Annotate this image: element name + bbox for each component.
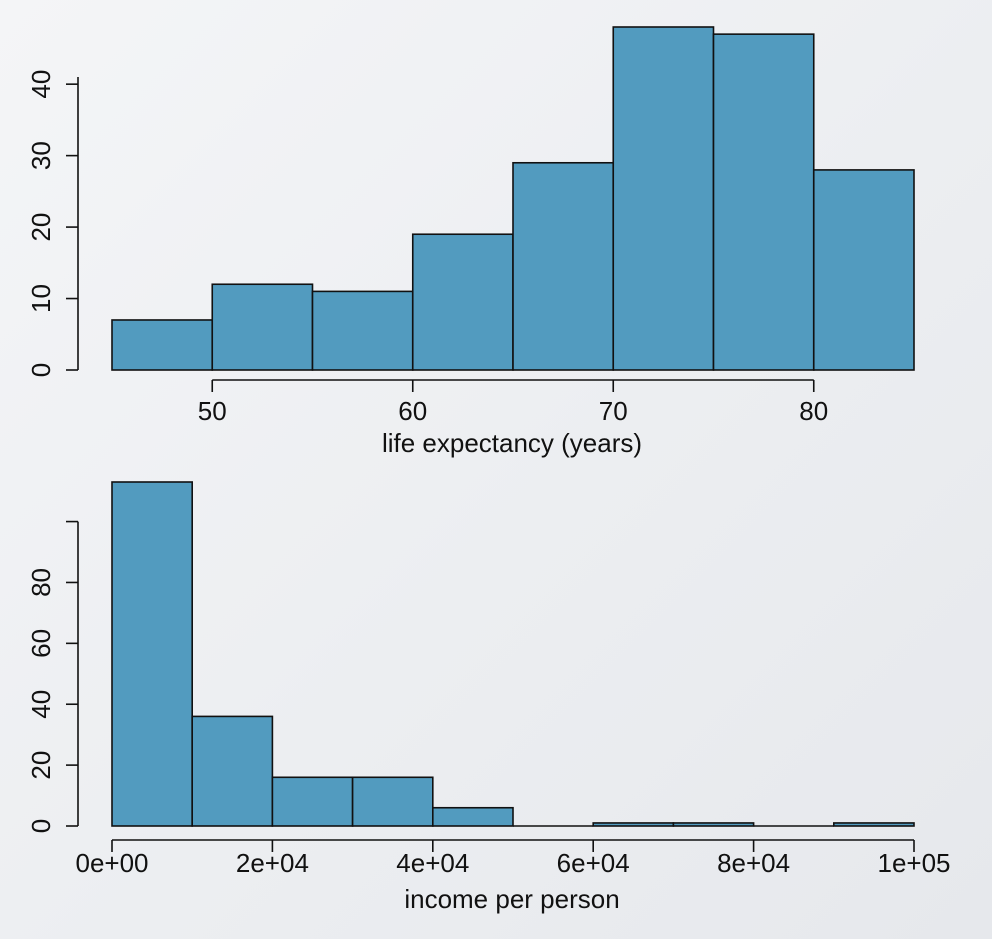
y-tick-label: 20	[26, 751, 56, 780]
histogram-panel-1: 50 60 70 80 life expectancy (years) 0 10 20 30 40	[26, 26, 915, 458]
x-tick-label: 80	[799, 396, 828, 426]
histogram-bar	[351, 776, 434, 827]
x-axis-title: life expectancy (years)	[382, 428, 642, 458]
x-axis: 0e+00 2e+04 4e+04 6e+04 8e+04 1e+05	[75, 839, 951, 878]
y-tick-label: 30	[26, 141, 56, 170]
y-tick-label: 0	[26, 819, 56, 833]
histogram-bar	[612, 26, 715, 371]
histogram-bar	[672, 822, 755, 827]
histogram-bar	[712, 33, 815, 371]
histogram-bar	[111, 319, 214, 371]
x-axis: 50 60 70 80	[198, 379, 828, 426]
x-tick-label: 1e+05	[877, 848, 950, 878]
x-axis-title: income per person	[404, 884, 619, 914]
x-tick-label: 8e+04	[717, 848, 790, 878]
x-tick-label: 0e+00	[75, 848, 148, 878]
histogram-bar	[832, 822, 915, 827]
histogram-bar	[431, 806, 514, 827]
y-axis: 0 10 20 30 40	[26, 70, 79, 377]
histogram-bar	[812, 169, 915, 371]
histogram-bar	[311, 290, 414, 371]
y-tick-label: 80	[26, 568, 56, 597]
x-tick-label: 50	[198, 396, 227, 426]
histogram-bar	[211, 283, 314, 371]
histogram-bar	[592, 822, 675, 827]
x-tick-label: 6e+04	[557, 848, 630, 878]
y-tick-label: 20	[26, 213, 56, 242]
x-tick-label: 2e+04	[236, 848, 309, 878]
y-tick-label: 40	[26, 70, 56, 99]
y-tick-label: 10	[26, 284, 56, 313]
histogram-bar	[271, 776, 354, 827]
histogram-bar	[411, 233, 514, 371]
x-tick-label: 4e+04	[396, 848, 469, 878]
y-tick-label: 40	[26, 690, 56, 719]
y-tick-label: 60	[26, 629, 56, 658]
y-axis: 0 20 40 60 80	[26, 520, 79, 833]
histogram-panel-2: 0e+00 2e+04 4e+04 6e+04 8e+04 1e+05 income per…	[26, 481, 951, 914]
histogram-bar	[512, 161, 615, 371]
histogram-bar	[191, 715, 274, 827]
x-tick-label: 60	[398, 396, 427, 426]
histogram-bar	[111, 481, 193, 827]
y-tick-label: 0	[26, 363, 56, 377]
x-tick-label: 70	[599, 396, 628, 426]
